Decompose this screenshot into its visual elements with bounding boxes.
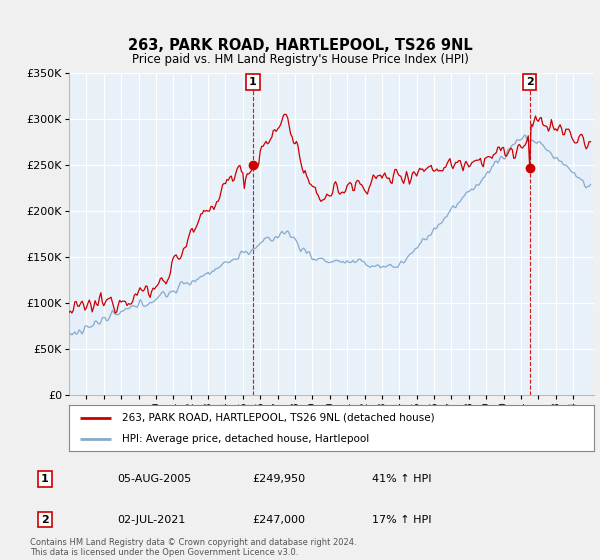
Text: 263, PARK ROAD, HARTLEPOOL, TS26 9NL: 263, PARK ROAD, HARTLEPOOL, TS26 9NL xyxy=(128,38,472,53)
Text: 1: 1 xyxy=(41,474,49,484)
Text: 17% ↑ HPI: 17% ↑ HPI xyxy=(372,515,431,525)
Text: 1: 1 xyxy=(249,77,257,87)
Text: 05-AUG-2005: 05-AUG-2005 xyxy=(117,474,191,484)
Text: 263, PARK ROAD, HARTLEPOOL, TS26 9NL (detached house): 263, PARK ROAD, HARTLEPOOL, TS26 9NL (de… xyxy=(121,413,434,423)
Text: HPI: Average price, detached house, Hartlepool: HPI: Average price, detached house, Hart… xyxy=(121,435,369,444)
Text: 2: 2 xyxy=(41,515,49,525)
Text: £249,950: £249,950 xyxy=(252,474,305,484)
Text: 2: 2 xyxy=(526,77,533,87)
Text: £247,000: £247,000 xyxy=(252,515,305,525)
Text: 02-JUL-2021: 02-JUL-2021 xyxy=(117,515,185,525)
Text: Contains HM Land Registry data © Crown copyright and database right 2024.
This d: Contains HM Land Registry data © Crown c… xyxy=(30,538,356,557)
Text: 41% ↑ HPI: 41% ↑ HPI xyxy=(372,474,431,484)
Text: Price paid vs. HM Land Registry's House Price Index (HPI): Price paid vs. HM Land Registry's House … xyxy=(131,53,469,66)
